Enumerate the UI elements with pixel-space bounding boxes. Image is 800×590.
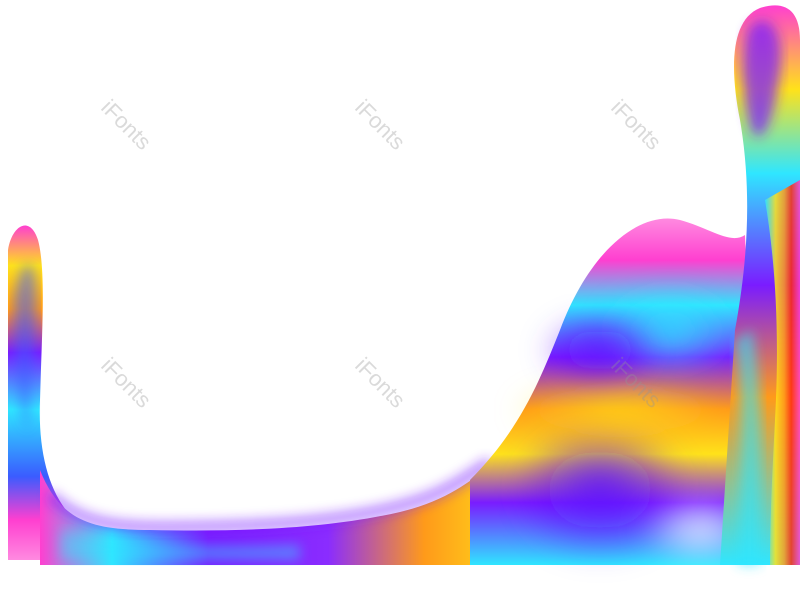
right-column-violet-loop (743, 20, 781, 137)
yellow-blob (510, 382, 730, 438)
right-column-cyan-stripe (735, 330, 761, 565)
violet-upper-blob (540, 315, 660, 385)
left-column-highlight (14, 264, 37, 430)
bottom-ribbon (40, 460, 520, 565)
bottom-ribbon-top-edge (46, 457, 493, 533)
right-column-red-stripe (765, 180, 800, 565)
bottom-ribbon-cyan-band (60, 530, 300, 560)
